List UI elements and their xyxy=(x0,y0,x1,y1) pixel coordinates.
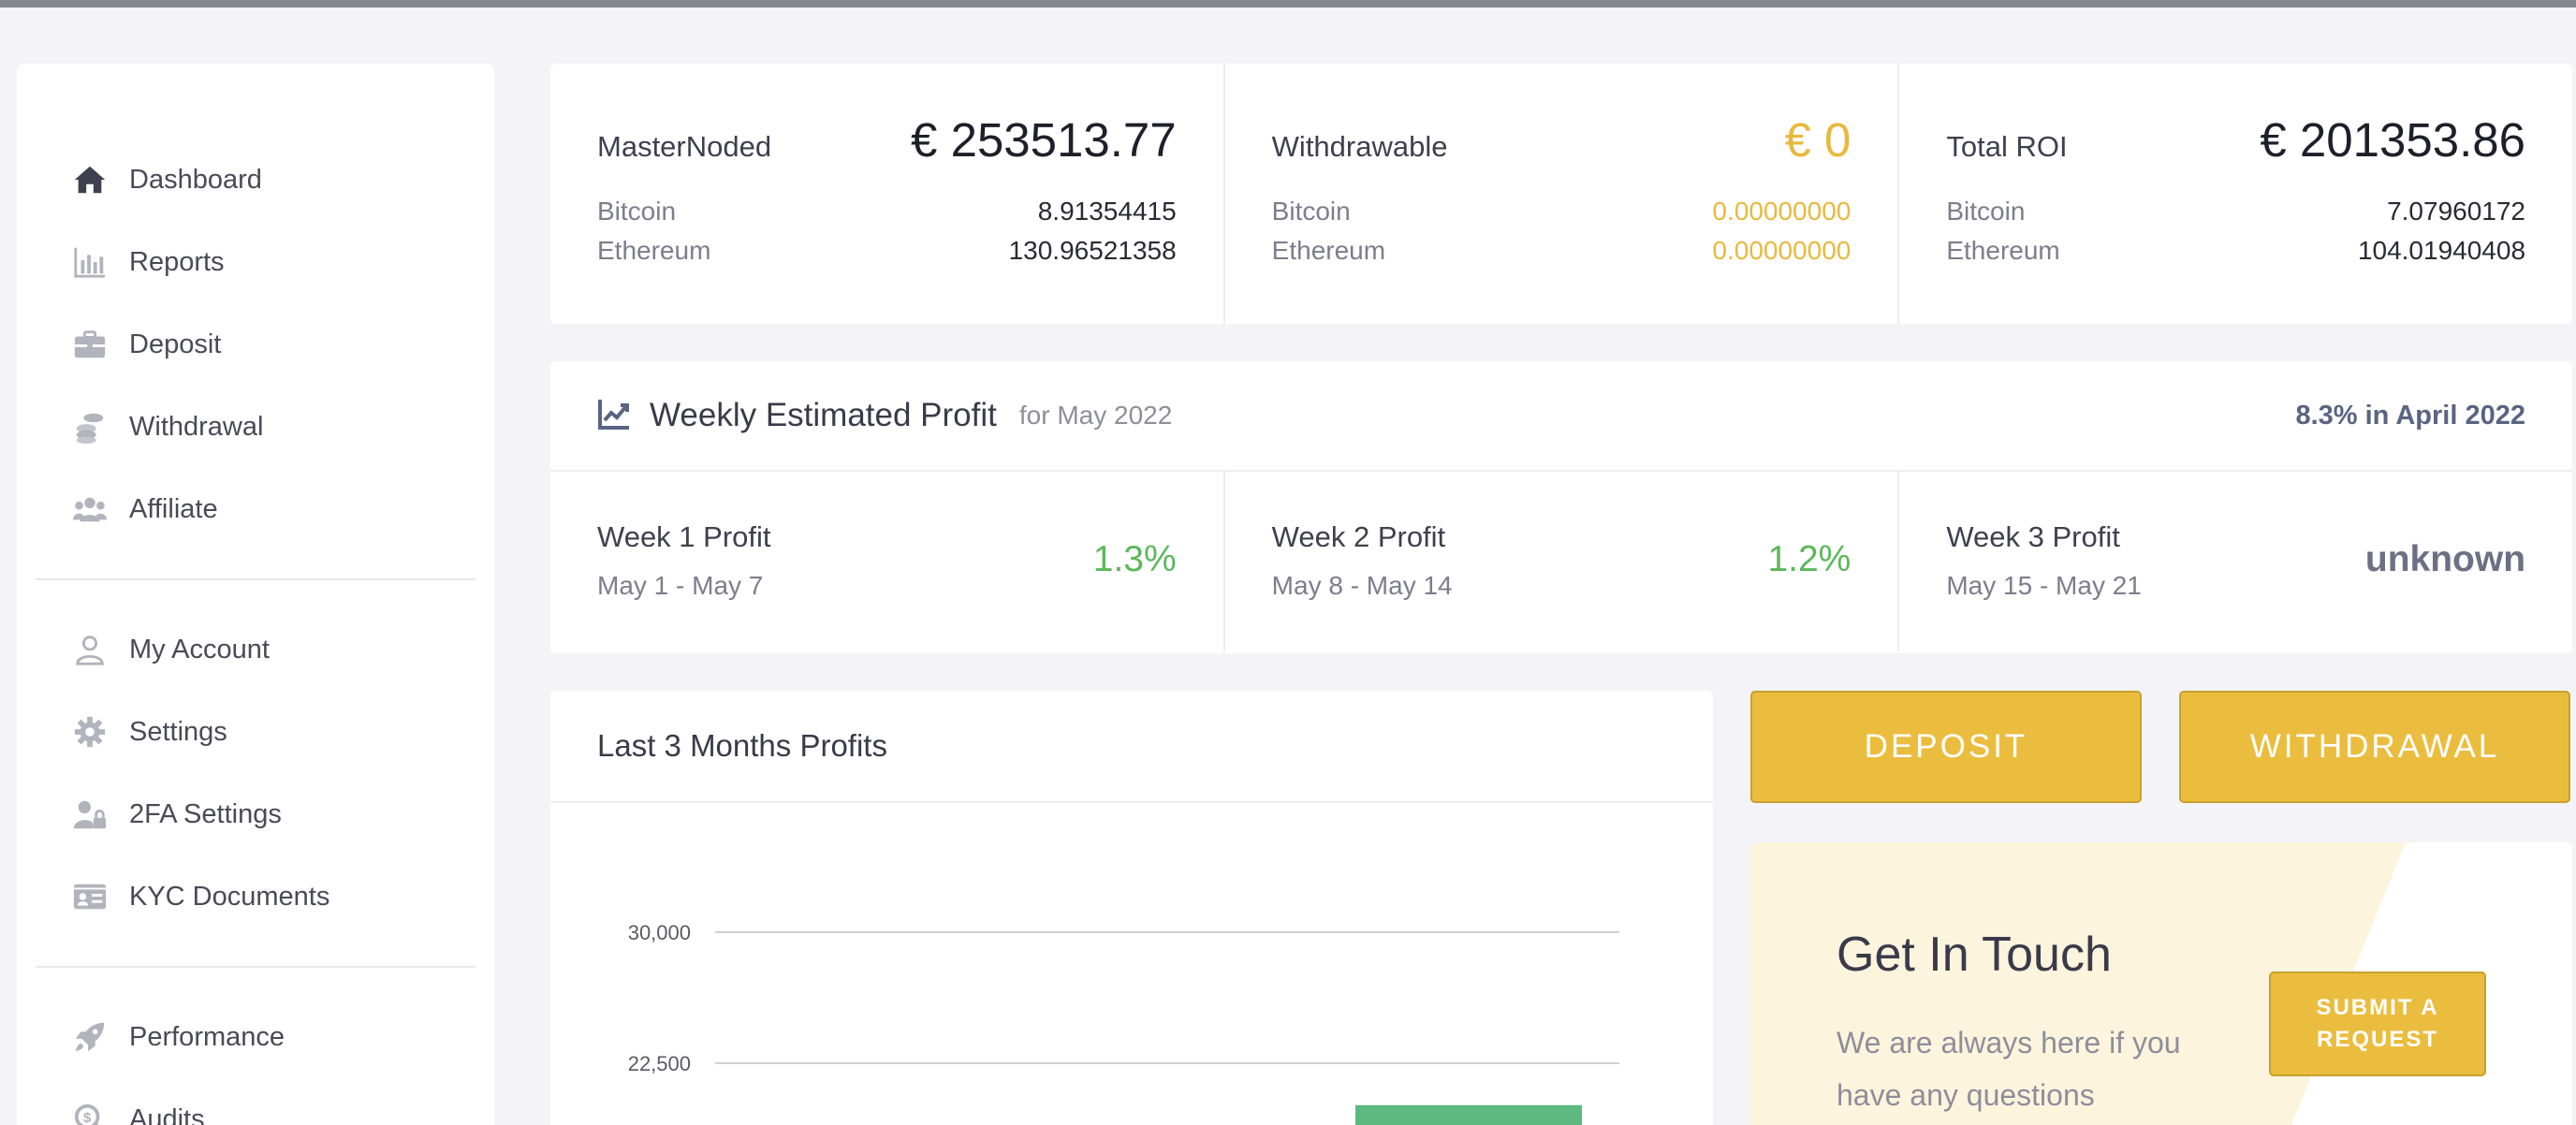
stat-masternoded: MasterNoded € 253513.77 Bitcoin 8.9135441… xyxy=(550,64,1225,324)
currency-value: 7.07960172 xyxy=(2387,197,2526,226)
sidebar-item-label: Reports xyxy=(129,246,225,277)
currency-name: Ethereum xyxy=(1946,236,2060,265)
currency-value: 0.00000000 xyxy=(1712,236,1852,265)
currency-name: Ethereum xyxy=(1271,236,1386,265)
stat-label: Total ROI xyxy=(1946,130,2068,163)
previous-month-profit: 8.3% in April 2022 xyxy=(2295,400,2525,431)
withdrawal-button[interactable]: WITHDRAWAL xyxy=(2179,691,2570,803)
currency-value: 0.00000000 xyxy=(1712,197,1852,226)
touch-background-shape xyxy=(1750,842,2406,1125)
submit-request-button[interactable]: SUBMIT A REQUEST xyxy=(2269,972,2486,1076)
stat-row-ethereum: Ethereum 130.96521358 xyxy=(597,231,1177,270)
currency-name: Ethereum xyxy=(597,236,711,265)
sidebar-item-kyc-documents[interactable]: KYC Documents xyxy=(17,855,494,938)
stat-row-ethereum: Ethereum 104.01940408 xyxy=(1946,231,2525,270)
week-title: Week 2 Profit xyxy=(1271,520,1446,553)
get-in-touch-card: Get In Touch We are always here if you h… xyxy=(1750,842,2572,1125)
stat-label: MasterNoded xyxy=(597,130,772,163)
currency-value: 8.91354415 xyxy=(1037,197,1177,226)
users-icon xyxy=(71,490,109,528)
stat-label: Withdrawable xyxy=(1271,130,1448,163)
home-icon xyxy=(71,161,109,198)
week-value: 1.2% xyxy=(1767,539,1852,579)
week-range: May 1 - May 7 xyxy=(597,571,764,600)
sidebar-item-label: KYC Documents xyxy=(129,881,330,912)
briefcase-icon xyxy=(71,326,109,363)
svg-text:$: $ xyxy=(83,1110,92,1125)
get-in-touch-title: Get In Touch xyxy=(1837,928,2112,982)
sidebar-item-2fa-settings[interactable]: 2FA Settings xyxy=(17,773,494,855)
chart-title: Last 3 Months Profits xyxy=(550,691,1713,803)
balance-summary-card: MasterNoded € 253513.77 Bitcoin 8.9135441… xyxy=(550,64,2572,324)
stat-amount: € 0 xyxy=(1784,113,1852,167)
get-in-touch-text: We are always here if you have any quest… xyxy=(1837,1026,2181,1112)
line-chart-icon xyxy=(597,397,631,435)
bar-chart-icon xyxy=(71,243,109,281)
sidebar-item-label: Withdrawal xyxy=(129,411,264,442)
user-icon xyxy=(71,631,109,668)
gear-icon xyxy=(71,713,109,751)
sidebar: Dashboard Reports Deposit Withdrawal Aff… xyxy=(17,64,494,1125)
deposit-button[interactable]: DEPOSIT xyxy=(1750,691,2142,803)
sidebar-item-label: Audits xyxy=(129,1103,205,1125)
sidebar-item-performance[interactable]: Performance xyxy=(17,996,494,1078)
week-range: May 15 - May 21 xyxy=(1946,571,2142,600)
sidebar-item-affiliate[interactable]: Affiliate xyxy=(17,468,494,550)
stat-row-bitcoin: Bitcoin 7.07960172 xyxy=(1946,192,2525,231)
week-value: 1.3% xyxy=(1092,539,1177,579)
currency-value: 130.96521358 xyxy=(1008,236,1177,265)
sidebar-item-my-account[interactable]: My Account xyxy=(17,608,494,691)
sidebar-item-label: Affiliate xyxy=(129,493,218,524)
sidebar-item-label: Dashboard xyxy=(129,164,262,195)
week-title: Week 1 Profit xyxy=(597,520,771,553)
stat-total-roi: Total ROI € 201353.86 Bitcoin 7.07960172 … xyxy=(1899,64,2572,324)
sidebar-item-withdrawal[interactable]: Withdrawal xyxy=(17,386,494,468)
rocket-icon xyxy=(71,1018,109,1056)
sidebar-item-label: Performance xyxy=(129,1021,285,1052)
profits-chart-card: Last 3 Months Profits 22,500 30,000 xyxy=(550,691,1713,1125)
currency-name: Bitcoin xyxy=(1946,197,2026,226)
stat-withdrawable: Withdrawable € 0 Bitcoin 0.00000000 Ether… xyxy=(1225,64,1900,324)
id-card-icon xyxy=(71,878,109,915)
profit-bar-chart: 22,500 30,000 xyxy=(628,921,1619,1125)
stat-row-bitcoin: Bitcoin 0.00000000 xyxy=(1272,192,1852,231)
sidebar-item-deposit[interactable]: Deposit xyxy=(17,303,494,386)
stat-amount: € 253513.77 xyxy=(911,113,1177,167)
search-dollar-icon: $ xyxy=(71,1101,109,1125)
sidebar-item-label: My Account xyxy=(129,634,270,665)
sidebar-item-label: Deposit xyxy=(129,329,222,359)
y-tick-label: 30,000 xyxy=(628,921,691,944)
week-3-profit: Week 3 Profit May 15 - May 21 unknown xyxy=(1899,472,2572,651)
currency-name: Bitcoin xyxy=(597,197,677,226)
week-title: Week 3 Profit xyxy=(1946,520,2120,553)
currency-value: 104.01940408 xyxy=(2357,236,2526,265)
stat-amount: € 201353.86 xyxy=(2260,113,2526,167)
weekly-profit-subtitle: for May 2022 xyxy=(1018,401,1173,430)
sidebar-item-label: 2FA Settings xyxy=(129,798,282,829)
week-value: unknown xyxy=(2364,539,2526,579)
sidebar-item-settings[interactable]: Settings xyxy=(17,691,494,773)
week-range: May 8 - May 14 xyxy=(1271,571,1453,600)
coins-icon xyxy=(71,408,109,446)
sidebar-divider xyxy=(36,966,476,968)
sidebar-item-reports[interactable]: Reports xyxy=(17,221,494,303)
y-tick-label: 22,500 xyxy=(628,1052,691,1075)
user-lock-icon xyxy=(71,796,109,833)
weekly-profit-card: Weekly Estimated Profit for May 2022 8.3… xyxy=(550,361,2572,653)
chart-bar[interactable] xyxy=(1355,1104,1582,1125)
week-2-profit: Week 2 Profit May 8 - May 14 1.2% xyxy=(1225,472,1900,651)
top-bar xyxy=(0,0,2576,7)
week-1-profit: Week 1 Profit May 1 - May 7 1.3% xyxy=(550,472,1225,651)
stat-row-ethereum: Ethereum 0.00000000 xyxy=(1272,231,1852,270)
sidebar-item-label: Settings xyxy=(129,716,227,747)
currency-name: Bitcoin xyxy=(1271,197,1351,226)
sidebar-item-dashboard[interactable]: Dashboard xyxy=(17,139,494,221)
sidebar-divider xyxy=(36,578,476,580)
sidebar-item-audits[interactable]: $ Audits xyxy=(17,1078,494,1125)
weekly-profit-title: Weekly Estimated Profit xyxy=(650,397,997,433)
stat-row-bitcoin: Bitcoin 8.91354415 xyxy=(597,192,1177,231)
